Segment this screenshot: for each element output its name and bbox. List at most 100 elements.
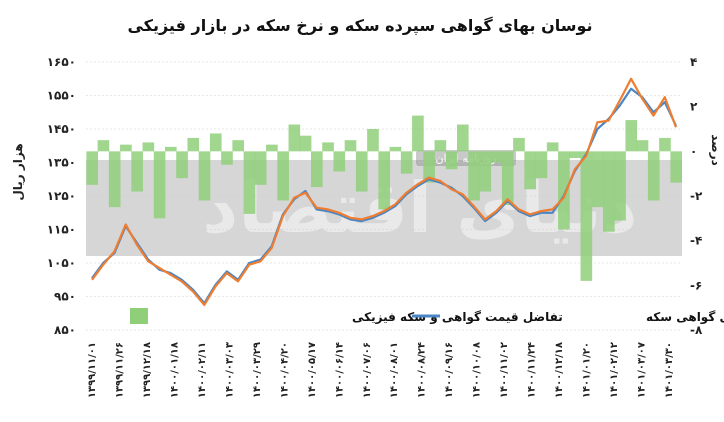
- difference-bar: [153, 151, 166, 219]
- right-tick-label: ۲: [690, 100, 698, 114]
- x-tick-label: ۱۳۹۹/۱۱/۲۶: [114, 342, 125, 398]
- difference-bar: [513, 137, 525, 152]
- x-tick-label: ۱۴۰۰/۰۸/۰۱: [389, 342, 400, 398]
- x-tick-label: ۱۴۰۰/۰۶/۱۴: [334, 342, 345, 398]
- difference-bar: [535, 151, 548, 179]
- difference-bar: [580, 151, 593, 281]
- difference-bar: [423, 151, 435, 183]
- x-tick-label: ۱۴۰۰/۰۳/۲۹: [252, 342, 263, 398]
- difference-bar: [198, 151, 211, 201]
- x-tick-label: ۱۴۰۱/۰۳/۰۷: [637, 342, 648, 398]
- x-tick-label: ۱۴۰۱/۰۱/۲۰: [582, 342, 593, 398]
- x-tick-label: ۱۴۰۰/۱۰/۰۸: [472, 342, 483, 398]
- x-tick-label: ۱۴۰۰/۱۱/۲۴: [527, 342, 538, 398]
- left-tick-label: ۱۰۵۰: [47, 256, 76, 270]
- difference-bar: [209, 133, 222, 152]
- difference-bar: [400, 151, 413, 174]
- x-tick-label: ۱۴۰۰/۰۸/۲۴: [417, 342, 428, 398]
- difference-bar: [120, 144, 132, 152]
- right-tick-label: -۴: [690, 234, 702, 248]
- difference-bar: [277, 151, 289, 201]
- difference-bar: [97, 140, 110, 152]
- difference-bar: [569, 151, 581, 159]
- difference-bar: [647, 151, 660, 201]
- difference-bar: [232, 140, 245, 152]
- right-tick-label: -۶: [690, 278, 702, 292]
- difference-bar: [299, 135, 312, 152]
- x-tick-label: ۱۴۰۰/۰۷/۰۶: [362, 342, 373, 398]
- left-tick-label: ۸۵۰: [54, 323, 76, 337]
- x-tick-label: ۱۴۰۱/۰۲/۱۲: [609, 342, 620, 398]
- difference-bar: [322, 142, 334, 152]
- legend-label-average: میانگین قیمت معاملاتی گواهی سکه: [646, 310, 724, 325]
- difference-bar: [558, 151, 570, 230]
- difference-bar: [591, 151, 604, 208]
- difference-bar: [187, 137, 200, 152]
- right-axis-ticks: -۸ -۶ -۴ -۲ ۰ ۲ ۴: [690, 55, 703, 337]
- difference-bar: [131, 151, 143, 192]
- x-tick-label: ۱۳۹۹/۱۲/۱۸: [142, 342, 153, 398]
- left-tick-label: ۱۱۵۰: [47, 223, 76, 237]
- right-tick-label: ۴: [690, 55, 697, 69]
- left-tick-label: ۱۶۵۰: [47, 55, 76, 69]
- chart-title: نوسان بهای گواهی سپرده سکه و نرخ سکه در …: [127, 16, 592, 36]
- x-tick-label: ۱۴۰۰/۱۱/۰۲: [499, 342, 510, 398]
- difference-bar: [614, 151, 626, 221]
- difference-bar: [389, 146, 402, 152]
- difference-bar: [546, 142, 559, 152]
- difference-bar: [243, 151, 256, 214]
- x-tick-label: ۱۴۰۰/۰۱/۱۸: [169, 342, 180, 398]
- difference-bar: [355, 151, 368, 192]
- left-tick-label: ۱۴۵۰: [47, 122, 76, 136]
- difference-bar: [659, 137, 671, 152]
- left-axis-ticks: ۸۵۰ ۹۵۰ ۱۰۵۰ ۱۱۵۰ ۱۲۵۰ ۱۳۵۰ ۱۴۵۰ ۱۵۵۰ ۱۶۵۰: [47, 55, 76, 337]
- x-tick-label: ۱۳۹۹/۱۱/۰۱: [87, 342, 98, 398]
- difference-area-series: [86, 115, 683, 281]
- difference-bar: [603, 151, 615, 232]
- difference-bar: [636, 140, 649, 152]
- x-tick-label: ۱۴۰۰/۱۲/۱۸: [554, 342, 565, 398]
- difference-bar: [468, 151, 480, 201]
- difference-bar: [221, 151, 233, 165]
- x-tick-label: ۱۴۰۰/۰۴/۲۰: [279, 342, 290, 398]
- x-axis-ticks: ۱۳۹۹/۱۱/۰۱ ۱۳۹۹/۱۱/۲۶ ۱۳۹۹/۱۲/۱۸ ۱۴۰۰/۰۱/۱۸…: [87, 342, 675, 398]
- difference-bar: [311, 151, 323, 188]
- difference-bar: [288, 124, 301, 152]
- physical-coin-price-line: [91, 77, 678, 306]
- x-tick-label: ۱۴۰۱/۰۳/۳۰: [664, 342, 675, 398]
- difference-bar: [434, 140, 447, 152]
- x-tick-label: ۱۴۰۰/۰۳/۰۳: [224, 342, 235, 398]
- difference-bar: [344, 140, 357, 152]
- left-tick-label: ۹۵۰: [54, 290, 76, 304]
- difference-bar: [108, 151, 121, 208]
- left-tick-label: ۱۵۵۰: [47, 89, 76, 103]
- right-tick-label: -۲: [690, 189, 703, 203]
- difference-bar: [165, 146, 177, 152]
- difference-bar: [333, 151, 346, 172]
- difference-bar: [501, 151, 514, 205]
- difference-bar: [625, 120, 638, 152]
- difference-bar: [412, 115, 424, 152]
- difference-bar: [524, 151, 537, 190]
- legend-swatch-difference: [130, 308, 148, 324]
- difference-bar: [490, 151, 503, 163]
- difference-bar: [86, 151, 99, 185]
- left-tick-label: ۱۳۵۰: [47, 156, 76, 170]
- difference-bar: [142, 142, 155, 152]
- difference-bar: [457, 124, 469, 152]
- difference-bar: [479, 151, 492, 192]
- x-tick-label: ۱۴۰۰/۰۲/۱۱: [197, 342, 208, 398]
- difference-bar: [266, 144, 278, 152]
- difference-bar: [445, 151, 458, 170]
- difference-bar: [254, 151, 267, 185]
- right-tick-label: -۸: [690, 323, 703, 337]
- legend-label-difference: تفاضل قیمت گواهی و سکه فیزیکی: [352, 310, 563, 325]
- x-tick-label: ۱۴۰۰/۰۹/۱۶: [444, 342, 455, 398]
- difference-bar: [367, 129, 379, 152]
- difference-bar: [378, 151, 391, 210]
- legend: تفاضل قیمت گواهی و سکه فیزیکی میانگین قی…: [130, 308, 724, 325]
- price-lines: [91, 77, 678, 306]
- difference-bar: [670, 151, 683, 183]
- right-axis-label: درصد: [709, 134, 723, 166]
